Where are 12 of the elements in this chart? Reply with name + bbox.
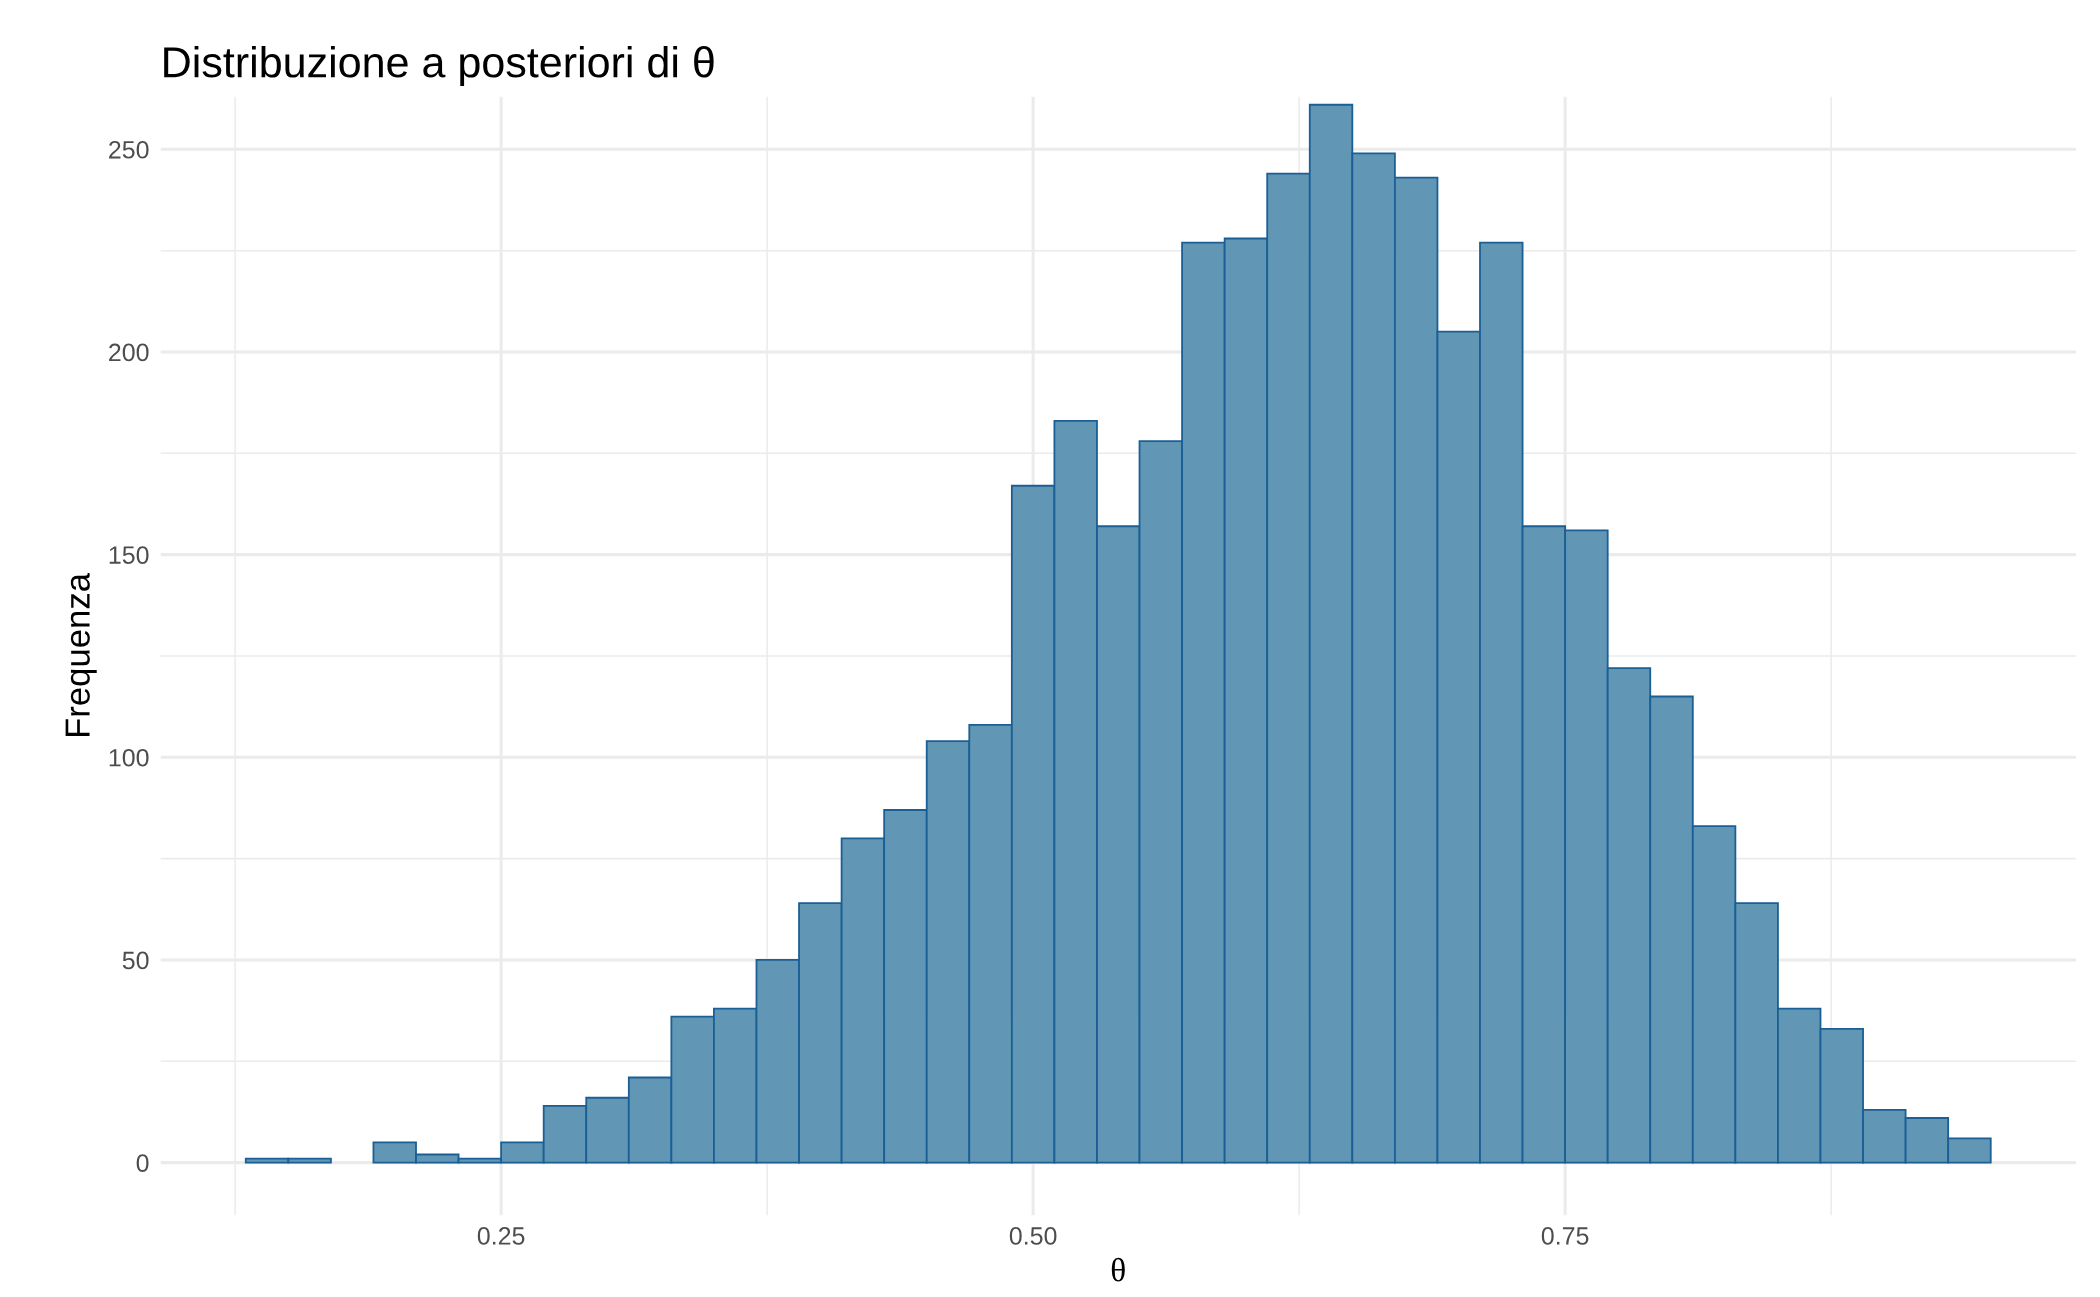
y-axis-title: Frequenza (65, 572, 97, 737)
y-tick-label: 200 (109, 343, 149, 362)
y-tick-label: 250 (109, 140, 149, 159)
y-tick-label: 100 (109, 748, 149, 767)
y-tick-label: 150 (109, 546, 149, 564)
x-tick-label: 0.75 (1541, 1227, 1589, 1245)
y-tick-label: 0 (136, 1154, 149, 1172)
y-tick-label: 50 (122, 951, 149, 970)
x-axis-title: θ (1111, 1257, 1125, 1282)
x-tick-label: 0.25 (477, 1227, 525, 1245)
x-tick-label: 0.50 (1009, 1227, 1057, 1245)
chart-title: Distribuzione a posteriori di θ (164, 45, 714, 87)
